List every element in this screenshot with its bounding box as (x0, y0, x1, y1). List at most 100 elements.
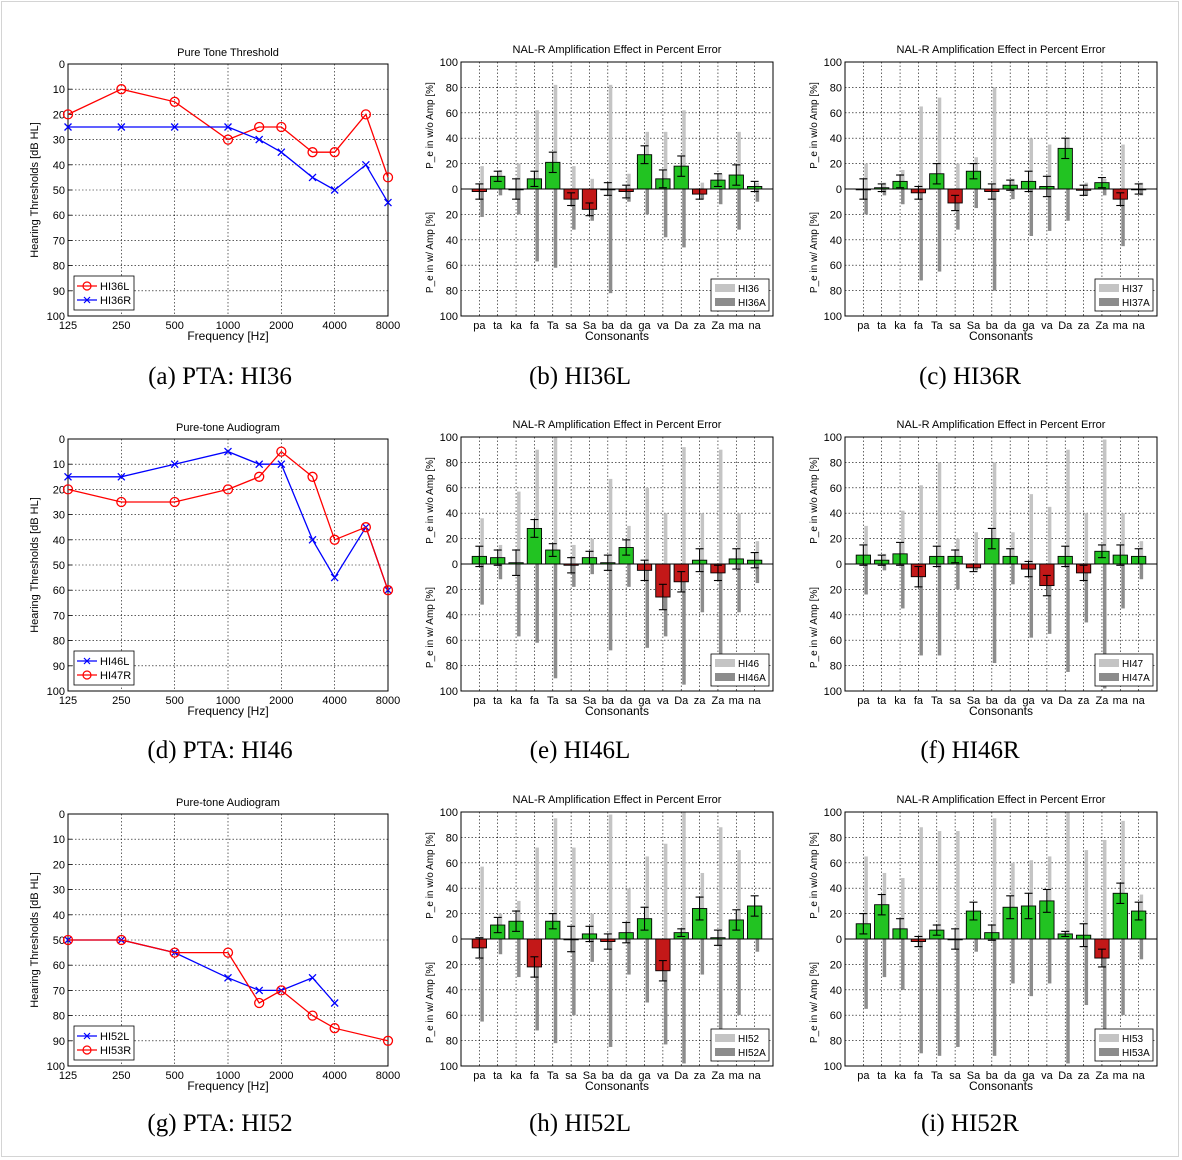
y-tick-label: 0 (836, 184, 842, 196)
bar-chart-b: 100 80 60 40 20 0 20 40 60 80 100 pa ta ka fa Ta sa Sa ba d… (425, 44, 774, 343)
bar-with-amp (937, 939, 942, 1056)
legend-swatch (1099, 659, 1119, 667)
bar-without-amp (919, 485, 923, 564)
bar-without-amp (1084, 182, 1089, 189)
data-point (170, 123, 179, 131)
series-line-HI36R (68, 126, 389, 203)
bar-with-amp (956, 564, 960, 590)
data-point (254, 471, 265, 482)
bar-without-amp (1029, 860, 1034, 939)
bar-without-amp (480, 866, 484, 939)
bar-without-amp (864, 163, 868, 189)
legend-label: HI47 (1122, 659, 1144, 670)
bar-without-amp (1084, 850, 1089, 939)
bar-with-amp (498, 564, 503, 580)
x-tick-label: ta (493, 320, 503, 332)
y-tick-label: 10 (53, 84, 65, 96)
data-point (330, 573, 339, 582)
chart-title: NAL-R Amplification Effect in Percent Er… (513, 419, 722, 431)
bar-with-amp (1029, 939, 1034, 997)
data-point (255, 135, 264, 144)
y-tick-label: 20 (446, 959, 458, 971)
bar-with-amp (553, 189, 558, 268)
x-tick-label: 4000 (322, 695, 346, 707)
x-tick-label: sa (949, 1070, 962, 1082)
bar-without-amp (864, 856, 868, 939)
legend-swatch (1099, 1034, 1119, 1042)
y-tick-label: 90 (53, 286, 65, 298)
bar-without-amp (937, 462, 942, 564)
caption-e: (e) HI46L (529, 737, 631, 764)
y-tick-label: 20 (446, 209, 458, 221)
bar-with-amp (608, 189, 613, 294)
x-tick-label: 125 (59, 695, 77, 707)
x-tick-label: fa (530, 1070, 540, 1082)
bar-with-amp (608, 939, 613, 1047)
bar-without-amp (645, 487, 650, 564)
bar-with-amp (1011, 189, 1015, 200)
bar-with-amp (553, 939, 558, 1044)
y-tick-label: 80 (446, 832, 458, 844)
x-tick-label: Za (712, 695, 726, 707)
y-tick-label: 100 (824, 686, 842, 698)
data-point (384, 198, 392, 207)
x-tick-label: va (1041, 695, 1054, 707)
plot-frame (67, 438, 389, 692)
bar-with-amp (1047, 564, 1052, 634)
legend-label: HI46L (100, 656, 129, 668)
x-tick-label: za (1078, 320, 1091, 332)
bar-with-amp (1011, 564, 1015, 585)
bar-with-amp (1102, 564, 1107, 689)
bar-with-amp (1121, 939, 1125, 1016)
data-point (329, 1023, 340, 1034)
y-tick-label: 50 (53, 560, 65, 572)
bar-with-amp (1121, 564, 1125, 609)
x-tick-label: Sa (583, 695, 597, 707)
x-tick-label: fa (914, 320, 924, 332)
bar-without-amp (1047, 506, 1052, 564)
y-tick-label: 20 (830, 584, 842, 596)
bar-with-amp (608, 564, 613, 651)
data-point (222, 134, 234, 145)
y-tick-label: 100 (440, 1061, 458, 1073)
x-tick-label: ka (894, 695, 907, 707)
x-tick-label: Sa (583, 320, 597, 332)
x-tick-label: Ta (547, 695, 560, 707)
x-tick-label: Za (1096, 695, 1110, 707)
x-tick-label: Ta (547, 320, 560, 332)
x-tick-label: ba (602, 695, 615, 707)
bar-without-amp (682, 812, 686, 939)
bar-chart-h: 100 80 60 40 20 0 20 40 60 80 100 pa ta ka fa Ta sa Sa ba d… (425, 794, 774, 1093)
y-tick-label: 100 (824, 311, 842, 323)
bar-with-amp (498, 189, 503, 196)
x-tick-label: za (694, 695, 707, 707)
x-tick-label: fa (530, 320, 540, 332)
bar-without-amp (682, 447, 686, 564)
data-point (117, 472, 126, 481)
data-point (254, 121, 265, 133)
x-tick-label: Da (1058, 1070, 1073, 1082)
bar-without-amp (937, 831, 942, 939)
bar-without-amp (1139, 541, 1144, 564)
y-tick-label: 100 (440, 686, 458, 698)
data-point (276, 121, 287, 133)
y-tick-label: 40 (446, 508, 458, 520)
y-tick-label: 20 (446, 909, 458, 921)
bar-without-amp (663, 513, 668, 564)
y-tick-label: 60 (446, 483, 458, 495)
bar-with-amp (1102, 189, 1107, 196)
bar-without-amp (901, 878, 905, 939)
x-tick-label: Za (712, 1070, 726, 1082)
bar-with-amp (480, 189, 484, 217)
y-tick-label: 40 (830, 508, 842, 520)
x-tick-label: va (657, 1070, 670, 1082)
bar-with-amp (1029, 564, 1034, 638)
x-tick-label: Da (674, 320, 689, 332)
legend-label: HI36L (100, 281, 129, 293)
x-tick-label: va (657, 320, 670, 332)
bar-without-amp (956, 831, 960, 939)
bar-with-amp (572, 939, 576, 1016)
x-tick-label: 250 (112, 695, 130, 707)
bar-with-amp (1139, 189, 1144, 196)
